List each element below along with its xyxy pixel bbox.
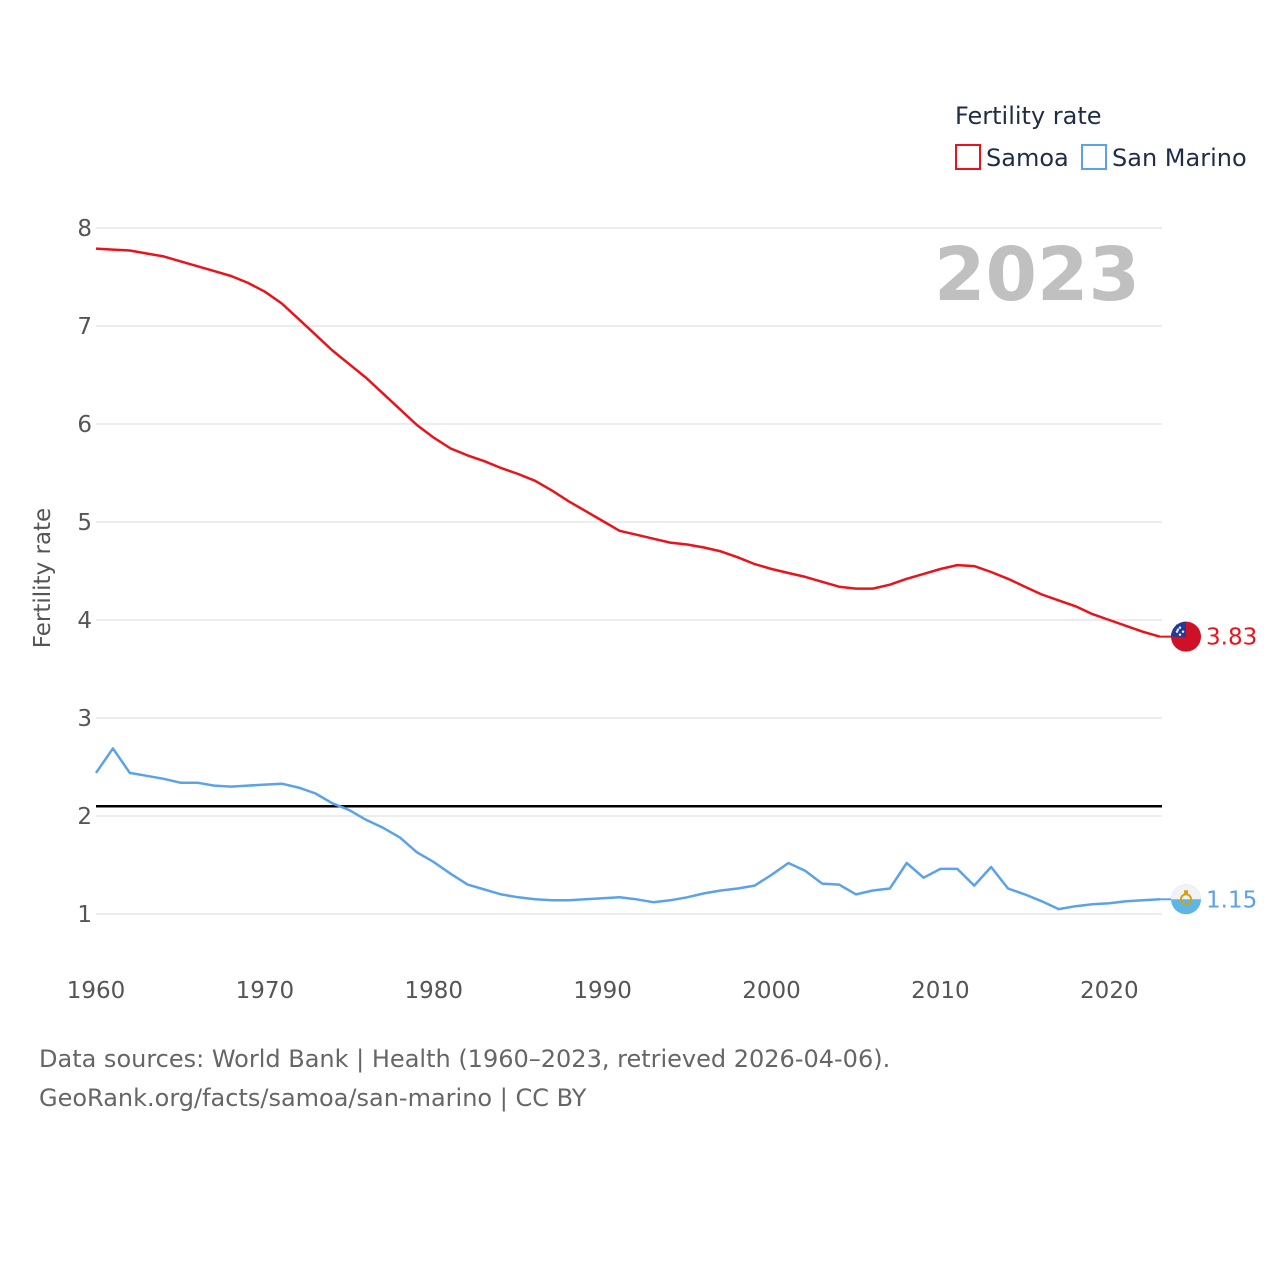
x-tick-label-1960: 1960 bbox=[67, 978, 126, 1004]
data-sources-note: Data sources: World Bank | Health (1960–… bbox=[39, 1045, 891, 1073]
x-tick-label-2020: 2020 bbox=[1080, 978, 1139, 1004]
x-tick-label-1990: 1990 bbox=[573, 978, 632, 1004]
legend-item-samoa[interactable]: Samoa bbox=[955, 144, 1069, 172]
samoa-flag-icon bbox=[1171, 621, 1201, 652]
x-tick-label-1970: 1970 bbox=[236, 978, 295, 1004]
y-tick-label-3: 3 bbox=[77, 706, 92, 732]
y-axis-label: Fertility rate bbox=[30, 508, 56, 648]
x-tick-label-2010: 2010 bbox=[911, 978, 970, 1004]
y-tick-label-2: 2 bbox=[77, 804, 92, 830]
legend-label-samoa: Samoa bbox=[986, 144, 1069, 172]
y-tick-label-6: 6 bbox=[77, 412, 92, 438]
end-value-label-san-marino: 1.15 bbox=[1206, 887, 1257, 913]
x-tick-label-1980: 1980 bbox=[405, 978, 464, 1004]
x-tick-label-2000: 2000 bbox=[742, 978, 801, 1004]
y-tick-label-5: 5 bbox=[77, 510, 92, 536]
y-tick-label-4: 4 bbox=[77, 608, 92, 634]
end-markers: 3.83 1.15 bbox=[1160, 621, 1257, 915]
legend-item-san-marino[interactable]: San Marino bbox=[1081, 144, 1247, 172]
y-tick-label-8: 8 bbox=[77, 216, 92, 242]
y-tick-label-1: 1 bbox=[77, 902, 92, 928]
source-link[interactable]: GeoRank.org/facts/samoa/san-marino | CC … bbox=[39, 1084, 587, 1112]
series-lines bbox=[94, 247, 1161, 911]
series-line-samoa bbox=[95, 247, 1161, 638]
legend-label-san-marino: San Marino bbox=[1112, 144, 1247, 172]
y-axis-ticks: 1 2 3 4 5 6 7 8 bbox=[77, 216, 92, 928]
legend-swatch-samoa bbox=[955, 144, 981, 170]
end-value-label-samoa: 3.83 bbox=[1206, 625, 1257, 651]
y-tick-label-7: 7 bbox=[77, 314, 92, 340]
series-line-san-marino bbox=[94, 747, 1161, 911]
legend-swatch-san-marino bbox=[1081, 144, 1107, 170]
san-marino-flag-icon bbox=[1171, 884, 1201, 915]
year-display: 2023 bbox=[934, 232, 1140, 318]
legend-title: Fertility rate bbox=[955, 102, 1102, 130]
gridlines bbox=[96, 227, 1162, 915]
x-axis-ticks: 1960 1970 1980 1990 2000 2010 2020 bbox=[67, 978, 1139, 1004]
